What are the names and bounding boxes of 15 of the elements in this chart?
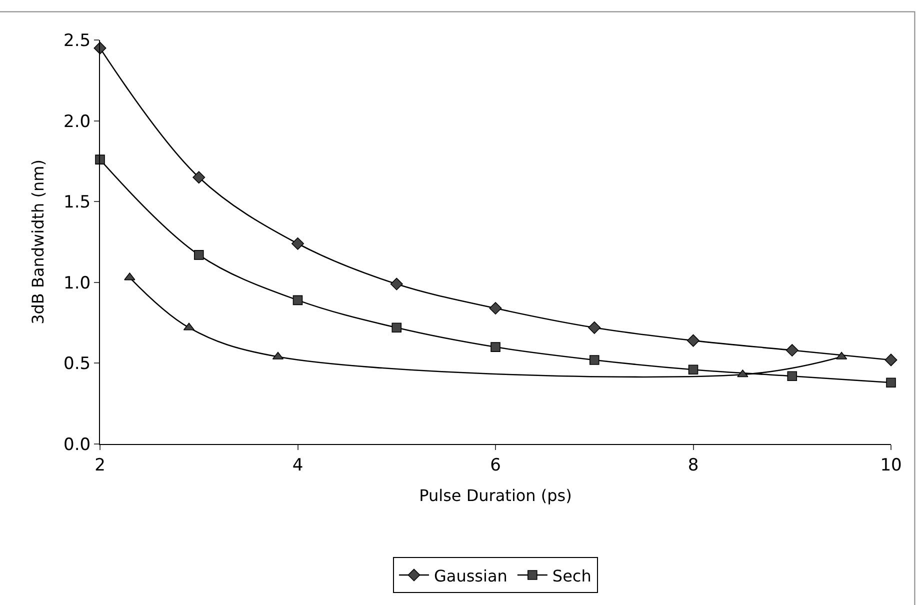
y-tick-label: 0.0 <box>64 434 91 455</box>
x-tick-label: 4 <box>292 455 304 476</box>
x-axis-title: Pulse Duration (ps) <box>419 486 572 506</box>
y-tick-label: 2.5 <box>64 30 91 51</box>
x-tick-label: 8 <box>688 455 699 476</box>
y-tick-label: 2.0 <box>64 112 91 132</box>
x-tick-label: 10 <box>880 455 902 476</box>
legend-label: Gaussian <box>434 566 508 586</box>
y-tick-label: 1.0 <box>64 273 91 294</box>
y-tick-label: 1.5 <box>64 192 91 213</box>
legend-label: Sech <box>552 566 592 586</box>
y-axis-title: 3dB Bandwidth (nm) <box>28 160 48 324</box>
x-tick-label: 2 <box>94 455 106 476</box>
x-tick-label: 6 <box>490 455 501 476</box>
y-tick-label: 0.5 <box>64 354 91 374</box>
